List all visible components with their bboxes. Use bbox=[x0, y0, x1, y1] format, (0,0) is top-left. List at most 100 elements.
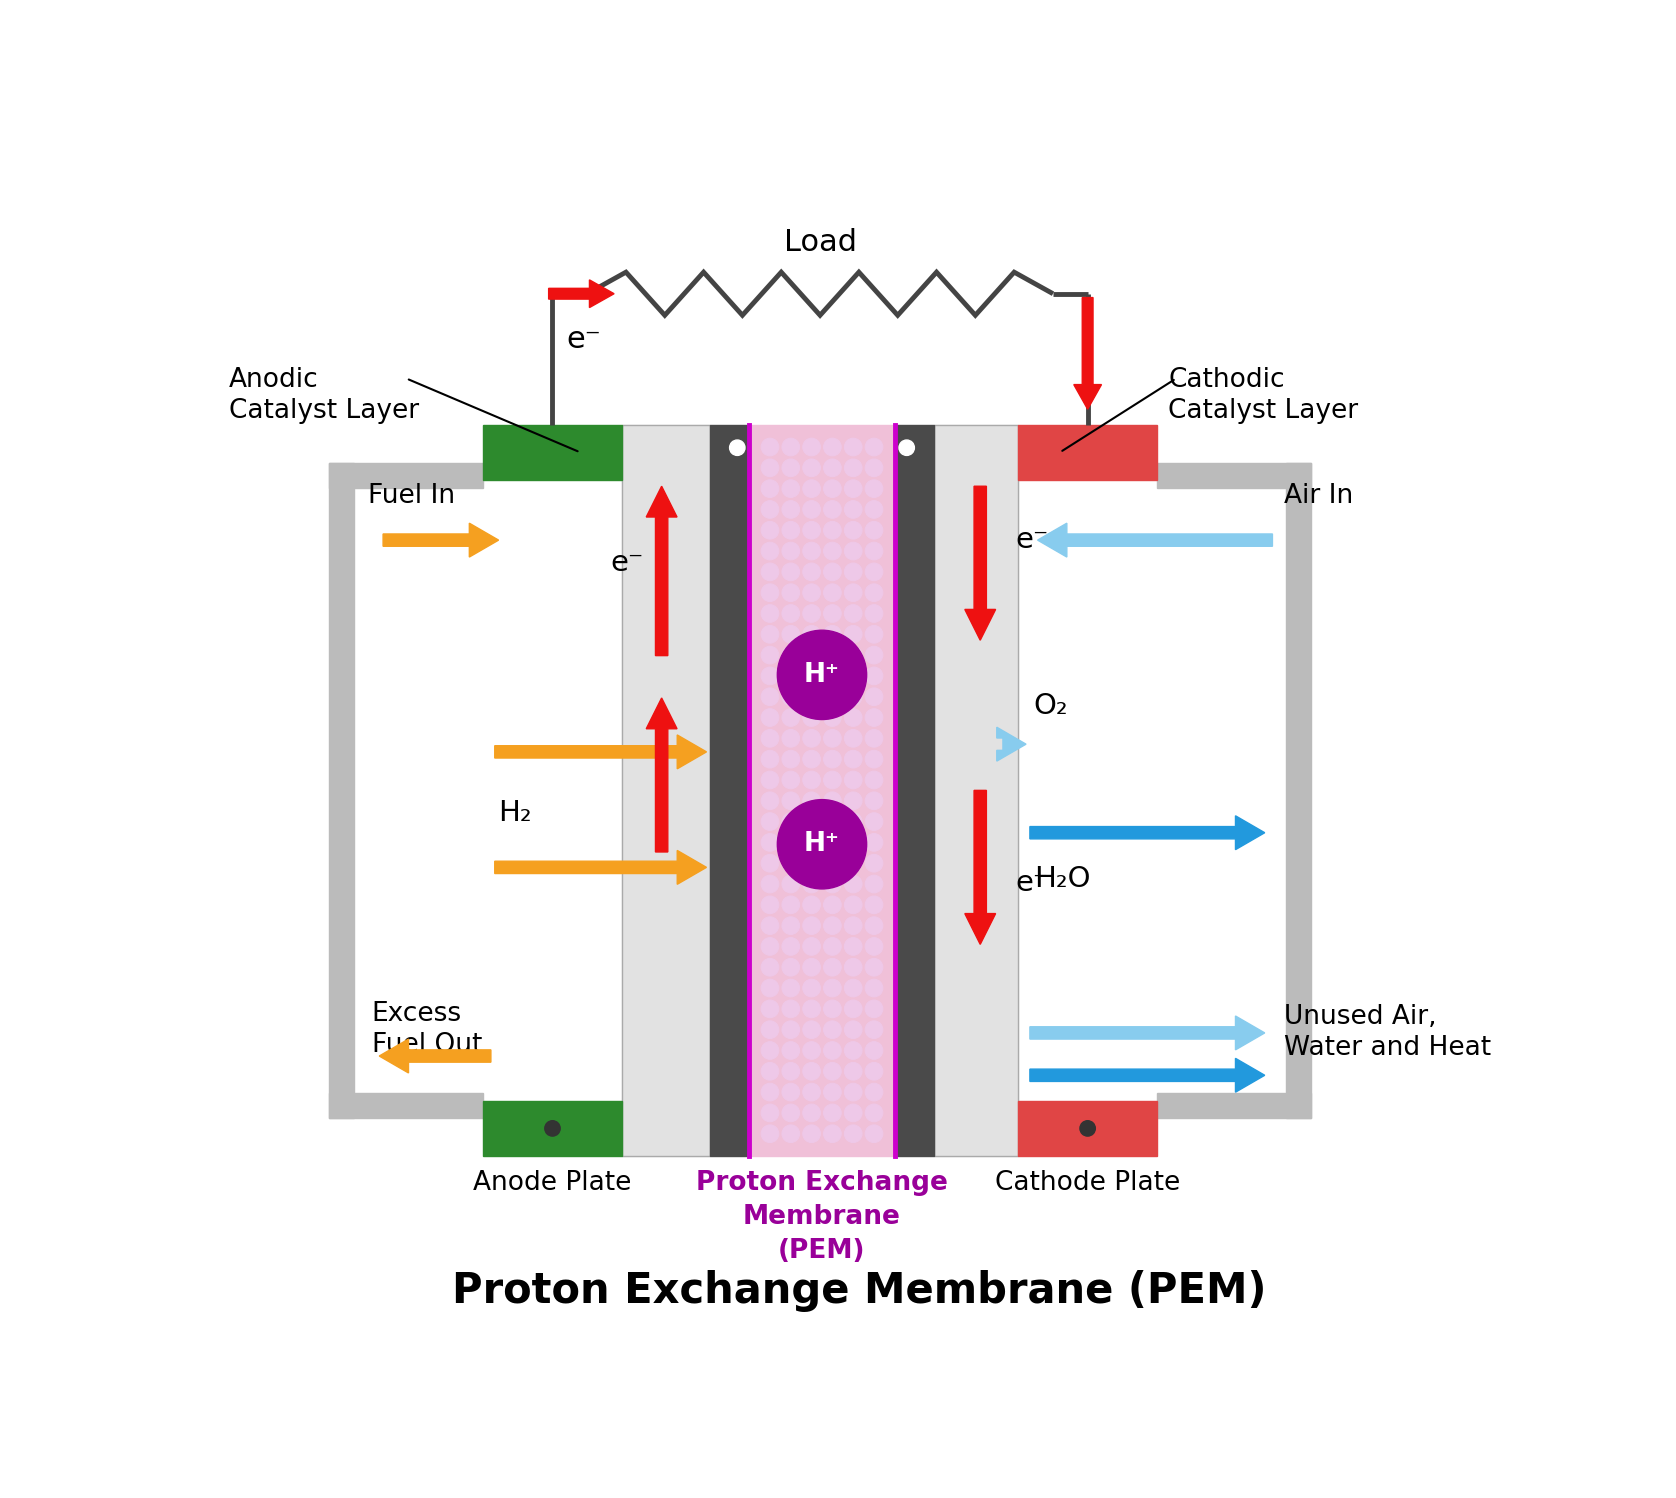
Circle shape bbox=[761, 709, 779, 727]
Circle shape bbox=[803, 667, 821, 685]
Bar bbox=[328, 463, 354, 1118]
Circle shape bbox=[803, 1020, 821, 1038]
Circle shape bbox=[845, 938, 861, 956]
Circle shape bbox=[823, 1125, 841, 1143]
Circle shape bbox=[783, 479, 799, 497]
Circle shape bbox=[761, 980, 779, 996]
Circle shape bbox=[783, 542, 799, 560]
Circle shape bbox=[783, 771, 799, 789]
Circle shape bbox=[803, 813, 821, 830]
Circle shape bbox=[783, 709, 799, 727]
Circle shape bbox=[865, 605, 883, 622]
Circle shape bbox=[865, 980, 883, 996]
Circle shape bbox=[783, 521, 799, 539]
Bar bbox=[749, 424, 895, 1156]
Text: H⁺: H⁺ bbox=[804, 831, 840, 857]
Circle shape bbox=[803, 479, 821, 497]
Circle shape bbox=[803, 626, 821, 643]
Circle shape bbox=[865, 813, 883, 830]
Circle shape bbox=[865, 1062, 883, 1080]
Circle shape bbox=[865, 854, 883, 872]
Circle shape bbox=[845, 563, 861, 581]
Circle shape bbox=[1079, 1121, 1096, 1135]
Circle shape bbox=[845, 959, 861, 977]
Circle shape bbox=[803, 938, 821, 956]
Circle shape bbox=[803, 521, 821, 539]
Circle shape bbox=[783, 500, 799, 518]
Circle shape bbox=[865, 1104, 883, 1122]
FancyArrow shape bbox=[379, 1040, 491, 1073]
Circle shape bbox=[845, 1125, 861, 1143]
Circle shape bbox=[823, 542, 841, 560]
Circle shape bbox=[823, 854, 841, 872]
Circle shape bbox=[783, 688, 799, 706]
Bar bbox=[328, 1094, 483, 1118]
Circle shape bbox=[823, 458, 841, 476]
Circle shape bbox=[761, 813, 779, 830]
Circle shape bbox=[783, 1104, 799, 1122]
Circle shape bbox=[761, 730, 779, 748]
Circle shape bbox=[845, 1062, 861, 1080]
Circle shape bbox=[845, 833, 861, 851]
Circle shape bbox=[761, 521, 779, 539]
Circle shape bbox=[865, 667, 883, 685]
Circle shape bbox=[803, 917, 821, 935]
Bar bbox=[483, 424, 622, 479]
Circle shape bbox=[823, 833, 841, 851]
Circle shape bbox=[823, 605, 841, 622]
FancyArrow shape bbox=[647, 487, 677, 656]
Bar bbox=[934, 424, 1019, 1156]
Circle shape bbox=[823, 771, 841, 789]
FancyArrow shape bbox=[647, 698, 677, 852]
Circle shape bbox=[783, 875, 799, 893]
Circle shape bbox=[803, 980, 821, 996]
Circle shape bbox=[803, 1083, 821, 1101]
Circle shape bbox=[803, 605, 821, 622]
Circle shape bbox=[761, 1104, 779, 1122]
Circle shape bbox=[761, 750, 779, 768]
FancyArrow shape bbox=[548, 280, 613, 307]
Circle shape bbox=[761, 458, 779, 476]
Circle shape bbox=[823, 667, 841, 685]
Circle shape bbox=[783, 854, 799, 872]
Circle shape bbox=[845, 1083, 861, 1101]
Circle shape bbox=[783, 605, 799, 622]
Circle shape bbox=[823, 646, 841, 664]
Text: e⁻: e⁻ bbox=[566, 325, 602, 354]
Circle shape bbox=[865, 730, 883, 748]
Circle shape bbox=[865, 771, 883, 789]
Text: Proton Exchange Membrane (PEM): Proton Exchange Membrane (PEM) bbox=[453, 1270, 1265, 1312]
Circle shape bbox=[803, 730, 821, 748]
Circle shape bbox=[761, 1020, 779, 1038]
FancyArrow shape bbox=[1029, 816, 1265, 849]
Circle shape bbox=[761, 605, 779, 622]
Circle shape bbox=[845, 1001, 861, 1017]
Text: e⁻: e⁻ bbox=[610, 550, 644, 577]
Circle shape bbox=[761, 646, 779, 664]
Circle shape bbox=[783, 959, 799, 977]
Circle shape bbox=[761, 771, 779, 789]
Circle shape bbox=[845, 500, 861, 518]
Text: e⁻: e⁻ bbox=[1016, 526, 1048, 554]
Circle shape bbox=[783, 1062, 799, 1080]
Circle shape bbox=[823, 896, 841, 914]
Text: Fuel In: Fuel In bbox=[367, 484, 454, 509]
Circle shape bbox=[761, 500, 779, 518]
FancyArrow shape bbox=[384, 523, 498, 557]
Circle shape bbox=[803, 563, 821, 581]
Text: Air In: Air In bbox=[1284, 484, 1353, 509]
FancyArrow shape bbox=[494, 851, 707, 884]
Circle shape bbox=[761, 1083, 779, 1101]
Circle shape bbox=[823, 584, 841, 602]
Circle shape bbox=[845, 479, 861, 497]
Circle shape bbox=[865, 792, 883, 809]
Circle shape bbox=[865, 521, 883, 539]
Circle shape bbox=[761, 542, 779, 560]
Circle shape bbox=[865, 626, 883, 643]
Circle shape bbox=[823, 980, 841, 996]
Text: Unused Air,
Water and Heat: Unused Air, Water and Heat bbox=[1284, 1005, 1492, 1062]
Circle shape bbox=[803, 688, 821, 706]
Circle shape bbox=[783, 563, 799, 581]
Circle shape bbox=[845, 917, 861, 935]
Circle shape bbox=[803, 709, 821, 727]
